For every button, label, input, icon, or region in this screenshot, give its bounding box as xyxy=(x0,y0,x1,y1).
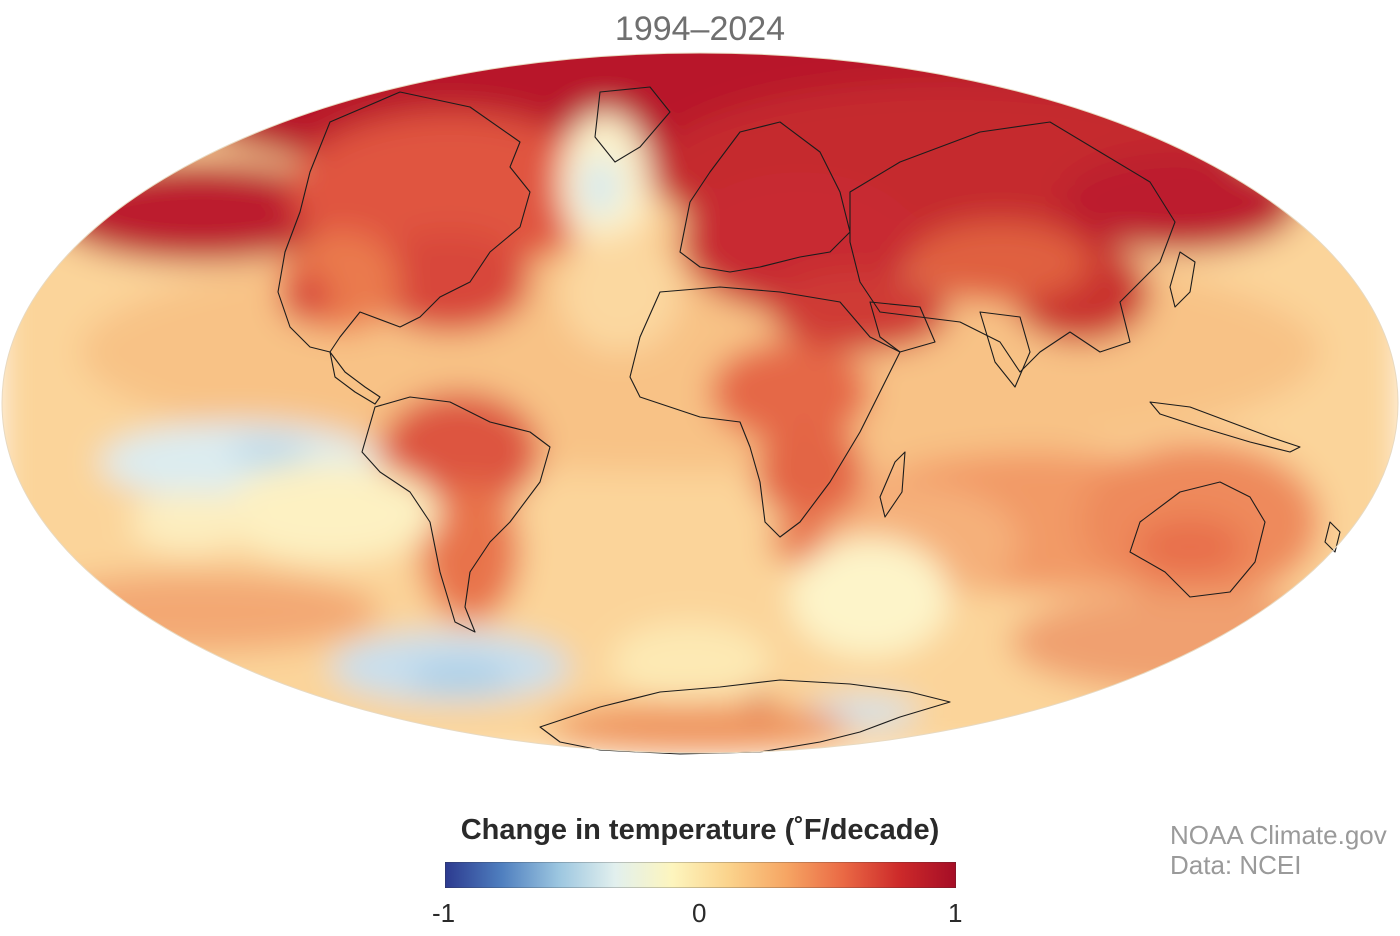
africa-outline xyxy=(629,286,901,538)
colorbar xyxy=(445,862,956,888)
credit-source: NOAA Climate.gov xyxy=(1170,820,1387,850)
australia-outline xyxy=(1129,481,1266,598)
map-svg xyxy=(1,52,1399,755)
arabia-outline xyxy=(869,301,936,353)
indonesia-outline xyxy=(1149,401,1301,453)
legend-title: Change in temperature (˚F/decade) xyxy=(460,814,940,846)
colorbar-mid-label: 0 xyxy=(692,898,707,928)
colorbar-min-label: -1 xyxy=(432,898,456,928)
credit-data: Data: NCEI xyxy=(1170,850,1302,880)
japan-outline xyxy=(1169,251,1196,308)
south-america-outline xyxy=(361,396,551,633)
madagascar-outline xyxy=(879,451,906,518)
new-zealand-outline xyxy=(1324,521,1341,553)
north-america-outline xyxy=(277,91,531,353)
europe-outline xyxy=(679,121,851,273)
temperature-trend-map xyxy=(0,52,1400,756)
colorbar-max-label: 1 xyxy=(948,898,963,928)
globe-fill xyxy=(2,53,1398,753)
globe-outline xyxy=(1,52,1399,754)
central-america-outline xyxy=(329,351,381,405)
india-outline xyxy=(979,311,1031,388)
map-title: 1994–2024 xyxy=(614,10,786,48)
asia-outline xyxy=(849,121,1176,373)
greenland-outline xyxy=(594,86,671,163)
